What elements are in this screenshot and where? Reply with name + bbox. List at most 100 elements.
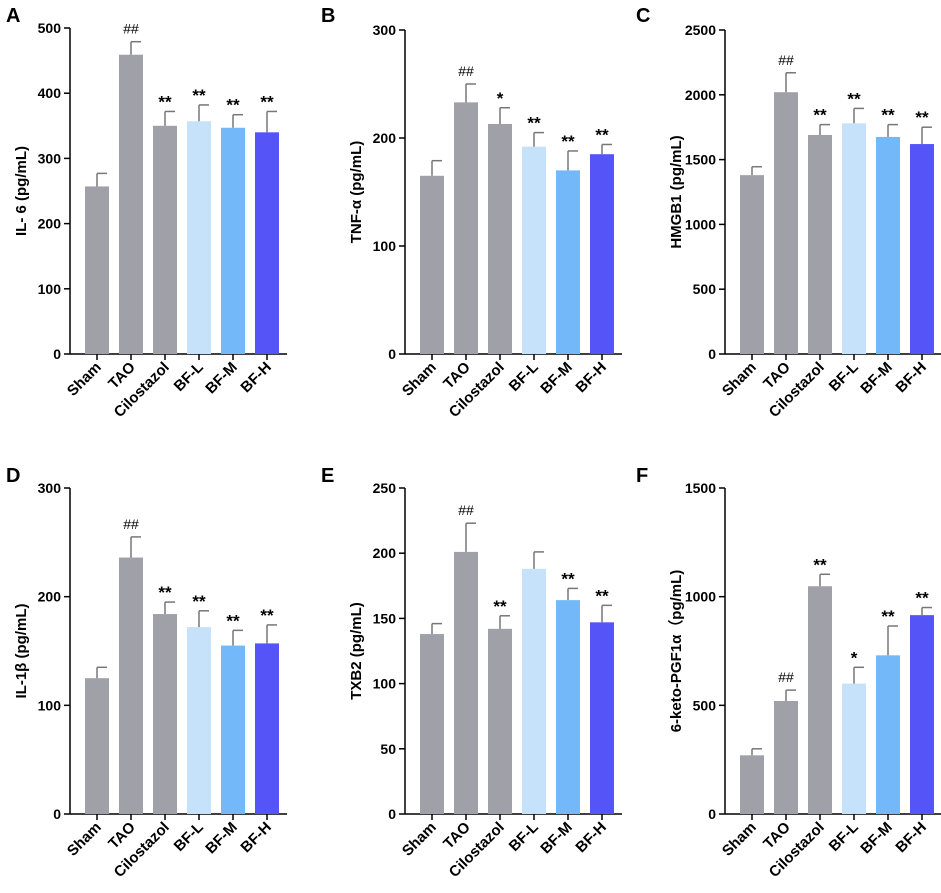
x-tick-label: BF-L (506, 819, 542, 855)
x-tick-label: BF-H (572, 359, 609, 396)
significance-marker: ## (778, 52, 794, 68)
x-tick-label: Sham (64, 819, 105, 860)
y-tick-label: 0 (388, 346, 396, 362)
significance-marker: ** (847, 89, 861, 108)
significance-marker: ** (226, 611, 240, 630)
bar-tao (454, 551, 478, 814)
bar-tao (454, 102, 478, 354)
x-tick-label: BF-M (202, 359, 241, 398)
bar-sham (85, 186, 109, 354)
significance-marker: ** (595, 586, 609, 605)
y-tick-label: 250 (373, 480, 397, 496)
bar-bf-l (522, 146, 546, 354)
significance-marker: ** (260, 92, 274, 111)
bar-sham (420, 175, 444, 354)
x-tick-label: BF-M (202, 819, 241, 858)
x-tick-label: BF-H (572, 819, 609, 856)
y-tick-label: 50 (380, 741, 396, 757)
x-tick-label: BF-M (537, 819, 576, 858)
panel-letter: E (321, 465, 334, 487)
y-tick-label: 200 (38, 216, 62, 232)
bar-bf-h (255, 132, 279, 354)
x-tick-label: BF-M (857, 819, 896, 858)
y-tick-label: 2000 (685, 87, 716, 103)
bar-sham (740, 175, 764, 354)
y-tick-label: 500 (38, 20, 62, 36)
y-tick-label: 100 (38, 697, 62, 713)
x-tick-label: BF-H (892, 819, 929, 856)
x-tick-label: BF-L (171, 359, 207, 395)
x-tick-label: BF-L (826, 819, 862, 855)
x-tick-label: Sham (399, 819, 440, 860)
significance-marker: ## (123, 21, 139, 37)
x-tick-label: BF-L (171, 819, 207, 855)
panel-letter: A (6, 5, 20, 27)
y-tick-label: 300 (38, 150, 62, 166)
x-tick-label: BF-H (237, 819, 274, 856)
y-tick-label: 0 (708, 346, 716, 362)
significance-marker: ** (595, 125, 609, 144)
y-tick-label: 0 (708, 806, 716, 822)
y-tick-label: 0 (53, 806, 61, 822)
bar-tao (119, 557, 143, 814)
bar-bf-m (876, 136, 900, 354)
x-tick-label: Sham (719, 819, 760, 860)
x-tick-label: Sham (399, 359, 440, 400)
significance-marker: ** (915, 589, 929, 608)
significance-marker: ** (527, 114, 541, 133)
y-tick-label: 100 (373, 238, 397, 254)
x-tick-label: BF-H (237, 359, 274, 396)
bar-sham (420, 634, 444, 814)
significance-marker: ** (813, 106, 827, 125)
bar-cilostazol (488, 123, 512, 355)
y-tick-label: 1500 (685, 152, 716, 168)
bar-tao (119, 54, 143, 355)
bar-bf-h (590, 154, 614, 354)
y-tick-label: 500 (693, 281, 717, 297)
significance-marker: ** (158, 583, 172, 602)
panel-letter: C (636, 5, 650, 27)
significance-marker: ** (192, 592, 206, 611)
bar-sham (85, 678, 109, 814)
bar-bf-l (842, 123, 866, 354)
significance-marker: ## (458, 63, 474, 79)
bar-bf-m (556, 600, 580, 814)
y-tick-label: 200 (38, 589, 62, 605)
y-tick-label: 100 (373, 676, 397, 692)
y-tick-label: 150 (373, 610, 397, 626)
x-tick-label: BF-M (537, 359, 576, 398)
y-axis-label: 6-keto-PGF1α（pg/mL) (667, 570, 685, 733)
bar-bf-h (255, 643, 279, 814)
y-tick-label: 1000 (685, 589, 716, 605)
bar-tao (774, 700, 798, 814)
y-tick-label: 0 (53, 346, 61, 362)
bar-bf-l (522, 568, 546, 814)
x-tick-label: Sham (719, 359, 760, 400)
panel-letter: D (6, 465, 20, 487)
y-axis-label: IL- 6 (pg/mL) (13, 146, 30, 236)
y-tick-label: 0 (388, 806, 396, 822)
bar-bf-m (556, 170, 580, 354)
y-tick-label: 500 (693, 697, 717, 713)
x-tick-label: BF-M (857, 359, 896, 398)
bar-cilostazol (808, 586, 832, 814)
significance-marker: ** (158, 92, 172, 111)
y-tick-label: 400 (38, 85, 62, 101)
significance-marker: ** (260, 606, 274, 625)
panel-letter: B (321, 5, 335, 27)
significance-marker: ** (813, 555, 827, 574)
bar-cilostazol (808, 134, 832, 354)
significance-marker: ** (192, 86, 206, 105)
panel-letter: F (636, 465, 648, 487)
x-tick-label: Sham (64, 359, 105, 400)
y-tick-label: 200 (373, 130, 397, 146)
significance-marker: ## (123, 516, 139, 532)
bar-bf-l (842, 683, 866, 814)
